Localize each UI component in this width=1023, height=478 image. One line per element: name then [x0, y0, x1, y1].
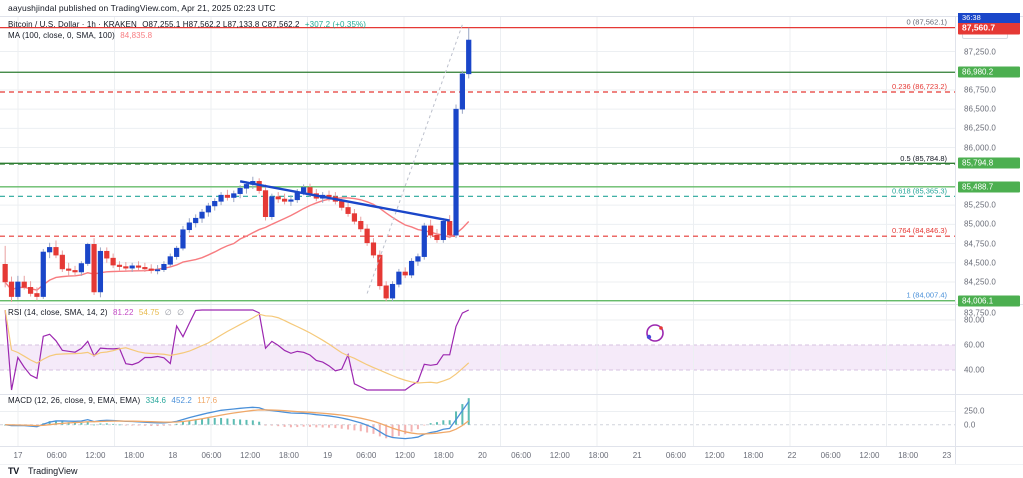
time-tick-label: 06:00 [820, 451, 841, 460]
axis-tick-label: 0.0 [964, 420, 976, 430]
axis-tick-label: 84,250.0 [964, 277, 996, 287]
macd-value-3: 117.6 [197, 396, 218, 405]
price-axis[interactable]: USD 87,250.086,750.086,500.086,250.086,0… [955, 12, 1023, 307]
rsi-pane[interactable]: RSI (14, close, SMA, 14, 2) 81.22 54.75 … [0, 305, 955, 395]
axis-tick-label: 40.00 [964, 365, 985, 375]
last-price-tag: 87,560.7 [958, 21, 1020, 35]
symbol-label: Bitcoin / U.S. Dollar · 1h · KRAKEN [8, 20, 137, 29]
rsi-sma-value: 54.75 [138, 308, 160, 317]
time-tick-label: 06:00 [46, 451, 67, 460]
chart-frame: 0 (87,562.1) 0.236 (86,723.2) 0.5 (85,784.… [0, 12, 1023, 447]
time-tick-label: 12:00 [85, 451, 106, 460]
change-value: +307.2 (+0.35%) [304, 20, 366, 29]
fib-level-label: 0.5 (85,784.8) [900, 154, 947, 163]
ohlc-values: O87,255.1 H87,562.2 L87,133.8 C87,562.2 [142, 20, 300, 29]
time-tick-label: 06:00 [511, 451, 532, 460]
axis-separator [955, 447, 956, 464]
time-tick-label: 12:00 [859, 451, 880, 460]
time-axis[interactable]: 17 06:00 12:00 18:00 18 06:00 12:00 18:00 19 06:0… [0, 446, 1023, 464]
axis-tick-label: 85,000.0 [964, 219, 996, 229]
fib-level-label: 0.236 (86,723.2) [892, 82, 948, 91]
axis-tick-label: 86,000.0 [964, 143, 996, 153]
time-tick-label: 20 [477, 451, 487, 460]
time-tick-label: 19 [323, 451, 333, 460]
tradingview-logo-icon: TV [8, 466, 20, 476]
time-tick-label: 18:00 [278, 451, 299, 460]
macd-value-2: 452.2 [171, 396, 192, 405]
time-tick-label: 17 [13, 451, 23, 460]
axis-tick-label: 84,750.0 [964, 239, 996, 249]
time-tick-label: 21 [632, 451, 642, 460]
price-pane[interactable]: 0 (87,562.1) 0.236 (86,723.2) 0.5 (85,784.… [0, 17, 955, 305]
time-tick-label: 06:00 [201, 451, 222, 460]
rsi-extra-2: ∅ [177, 308, 185, 317]
rsi-top-tick: 83,750.0 [964, 308, 996, 318]
time-tick-label: 22 [787, 451, 797, 460]
rsi-legend: RSI (14, close, SMA, 14, 2) 81.22 54.75 … [8, 308, 184, 317]
axis-tick-label: 86,250.0 [964, 123, 996, 133]
price-tag-green-low: 85,488.7 [958, 181, 1020, 193]
fib-level-label: 0.618 (85,365.3) [892, 186, 948, 195]
time-tick-label: 12:00 [394, 451, 416, 460]
fib-level-label: 0.764 (84,846.3) [892, 226, 948, 235]
candlestick-series [2, 27, 472, 302]
macd-axis[interactable]: 250.0 0.0 [955, 395, 1023, 447]
axis-tick-label: 250.0 [964, 406, 985, 416]
time-tick-label: 18 [168, 451, 178, 460]
macd-label: MACD (12, 26, close, 9, EMA, EMA) [8, 396, 141, 405]
time-tick-label: 12:00 [704, 451, 725, 460]
axis-tick-label: 86,750.0 [964, 85, 996, 95]
time-tick-label: 06:00 [356, 451, 377, 460]
fib-level-label: 0 (87,562.1) [907, 18, 948, 27]
time-tick-label: 18:00 [588, 451, 609, 460]
macd-legend: MACD (12, 26, close, 9, EMA, EMA) 334.6 … [8, 396, 217, 405]
price-tag-green-bottom: 84,006.1 [958, 295, 1020, 307]
axis-tick-label: 60.00 [964, 340, 985, 350]
tradingview-logo-text: TradingView [28, 466, 78, 476]
attribution-text: aayushjindal published on TradingView.co… [8, 3, 276, 13]
rsi-chart-svg [0, 305, 955, 395]
time-tick-label: 23 [942, 451, 952, 460]
symbol-legend: Bitcoin / U.S. Dollar · 1h · KRAKEN O87,… [8, 20, 366, 29]
time-tick-label: 18:00 [124, 451, 145, 460]
rsi-value: 81.22 [112, 308, 134, 317]
price-chart-svg: 0 (87,562.1) 0.236 (86,723.2) 0.5 (85,784.… [0, 17, 955, 304]
macd-chart-svg [0, 395, 955, 447]
time-tick-label: 12:00 [240, 451, 261, 460]
macd-value-1: 334.6 [145, 396, 167, 405]
countdown-tag: 36:38 [958, 12, 1020, 23]
axis-tick-label: 86,500.0 [964, 104, 996, 114]
rsi-annotation-badge[interactable] [646, 324, 664, 395]
macd-pane[interactable]: MACD (12, 26, close, 9, EMA, EMA) 334.6 … [0, 395, 955, 447]
fib-level-label: 1 (84,007.4) [907, 291, 948, 300]
time-tick-label: 18:00 [898, 451, 919, 460]
axis-tick-label: 87,250.0 [964, 47, 996, 57]
ma-label: MA (100, close, 0, SMA, 100) [8, 31, 115, 40]
axis-tick-label: 84,500.0 [964, 258, 996, 268]
price-tag-green-high: 86,980.2 [958, 66, 1020, 78]
time-tick-label: 18:00 [433, 451, 454, 460]
axis-tick-label: 80.00 [964, 315, 985, 325]
ma-value: 84,835.8 [120, 31, 153, 40]
rsi-extra-1: ∅ [164, 308, 172, 317]
time-tick-label: 18:00 [743, 451, 764, 460]
time-tick-label: 12:00 [549, 451, 570, 460]
price-tag-green-mid: 85,794.8 [958, 157, 1020, 169]
time-tick-label: 06:00 [665, 451, 686, 460]
axis-tick-label: 85,250.0 [964, 200, 996, 210]
rsi-label: RSI (14, close, SMA, 14, 2) [8, 308, 108, 317]
ma-legend: MA (100, close, 0, SMA, 100) 84,835.8 [8, 31, 152, 40]
rsi-axis[interactable]: 83,750.0 80.00 60.00 40.00 [955, 305, 1023, 395]
footer-bar: TV TradingView [0, 464, 1023, 478]
